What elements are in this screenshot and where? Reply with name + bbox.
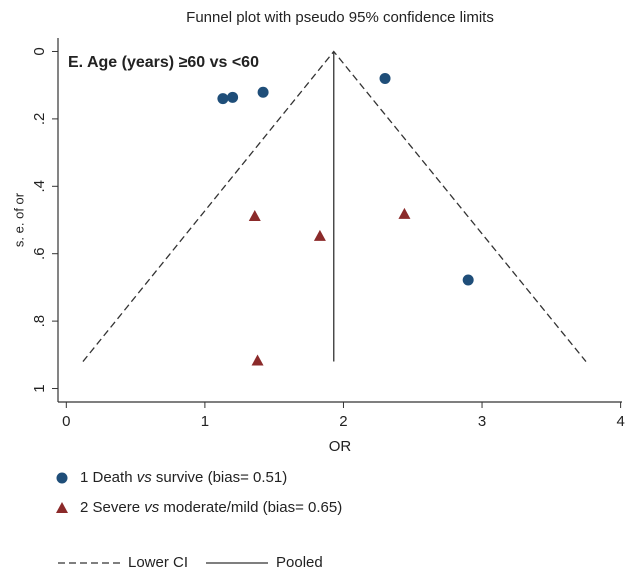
circle-point [227, 91, 239, 103]
legend-label: Pooled [276, 554, 323, 571]
x-tick-label: 2 [339, 413, 347, 430]
reference-line [82, 50, 587, 362]
triangle-point [248, 209, 261, 221]
y-tick-label: .8 [31, 315, 48, 328]
legend-marker [56, 472, 68, 484]
legend-label: 1 Death vs survive (bias= 0.51) [80, 469, 287, 486]
legend-label: Lower CI [128, 554, 188, 571]
y-tick-label: .4 [31, 180, 48, 193]
y-tick-label: 0 [31, 47, 48, 55]
y-tick-label: .6 [31, 247, 48, 260]
x-tick-label: 0 [62, 413, 70, 430]
triangle-point [313, 229, 326, 241]
x-tick-label: 1 [201, 413, 209, 430]
y-axis-label: s. e. of or [11, 192, 26, 247]
x-tick-label: 3 [478, 413, 486, 430]
annotation: E. Age (years) ≥60 vs <60 [68, 54, 259, 71]
circle-point [217, 93, 229, 105]
y-tick-label: 1 [31, 384, 48, 392]
y-tick-label: .2 [31, 113, 48, 126]
circle-point [379, 72, 391, 84]
triangle-point [251, 354, 264, 366]
x-axis-label: OR [329, 438, 352, 455]
triangle-point [398, 207, 411, 219]
legend-marker [56, 502, 68, 513]
chart-title: Funnel plot with pseudo 95% confidence l… [186, 9, 494, 26]
legend-label: 2 Severe vs moderate/mild (bias= 0.65) [80, 499, 342, 516]
circle-point [462, 274, 474, 286]
circle-point [257, 86, 269, 98]
x-tick-label: 4 [616, 413, 624, 430]
